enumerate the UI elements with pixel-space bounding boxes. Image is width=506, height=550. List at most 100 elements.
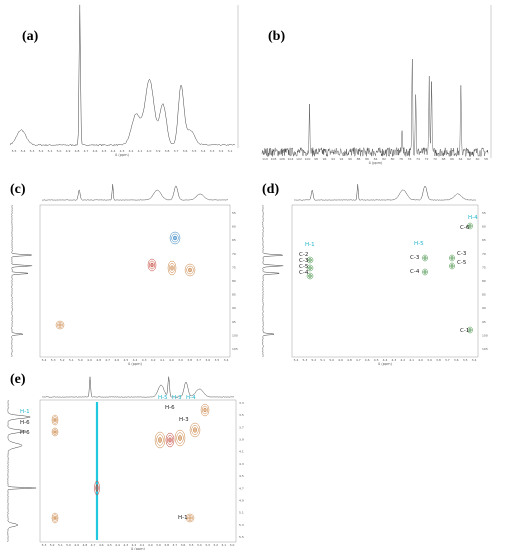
contour: [165, 432, 175, 448]
x-tick-label: 70: [433, 157, 437, 161]
contour: [58, 323, 62, 327]
x-tick-label: 4.3: [142, 358, 147, 362]
y-tick-label: 5.1: [239, 511, 244, 515]
peak-annotation: H-5: [414, 241, 424, 247]
x-tick-label: 102: [296, 157, 302, 161]
x-tick-label: 4.9: [338, 358, 343, 362]
contour: [53, 418, 57, 422]
y-tick-label: 95: [232, 320, 236, 324]
x-tick-label: 60: [476, 157, 480, 161]
x-tick-label: 62: [467, 157, 471, 161]
peak-annotation: H-6: [165, 405, 175, 411]
contour: [188, 516, 192, 520]
contour: [52, 416, 58, 424]
x-tick-label: 5.3: [51, 358, 56, 362]
x-tick-label: 4.5: [124, 358, 129, 362]
peak-annotation: H-5: [158, 395, 168, 401]
x-tick-label: 5.2: [311, 358, 316, 362]
peak-annotation: C-3: [457, 251, 467, 257]
x-tick-label: 5.1: [48, 149, 53, 153]
x-tick-label: 5.4: [21, 149, 26, 153]
x-tick-label: 104: [288, 157, 294, 161]
x-tick-label: 3.4: [201, 149, 206, 153]
axis-label: δ (ppm): [131, 547, 145, 550]
x-tick-label: 78: [399, 157, 403, 161]
y-tick-label: 105: [482, 347, 488, 351]
y-tick-label: 5.3: [239, 523, 244, 527]
peak-annotation: C-2: [299, 252, 308, 258]
panel-label: (d): [262, 182, 279, 197]
x-tick-label: 5.2: [60, 358, 65, 362]
y-tick-label: 55: [482, 211, 486, 215]
x-tick-label: 3.0: [230, 543, 235, 547]
contour: [147, 258, 157, 272]
x-tick-label: 3.6: [181, 543, 186, 547]
y-tick-label: 80: [232, 279, 236, 283]
peak-annotation: H-1: [20, 409, 30, 415]
x-tick-label: 3.8: [164, 543, 169, 547]
y-tick-label: 80: [482, 279, 486, 283]
contour: [203, 407, 207, 413]
peak-annotation: C-6: [460, 225, 470, 231]
contour: [423, 256, 427, 260]
x-tick-label: 58: [484, 157, 488, 161]
x-tick-label: 4.8: [75, 149, 80, 153]
contour: [422, 268, 428, 276]
y-tick-label: 65: [482, 238, 486, 242]
axis-label: δ (ppm): [115, 153, 129, 157]
y-tick-label: 95: [482, 320, 486, 324]
x-tick-label: 3.7: [196, 358, 201, 362]
x-tick-label: 5.1: [320, 358, 325, 362]
peak-annotation: H-3: [179, 417, 189, 423]
x-tick-label: 96: [323, 157, 327, 161]
x-tick-label: 74: [416, 157, 420, 161]
x-tick-label: 4.4: [111, 149, 116, 153]
contour: [173, 235, 177, 241]
contour: [450, 256, 454, 260]
plot-frame: [291, 204, 479, 358]
contour: [171, 233, 179, 243]
peak-annotation: C-5: [299, 264, 309, 270]
x-tick-label: 64: [459, 157, 463, 161]
y-tick-label: 4.9: [239, 498, 244, 502]
contour: [52, 514, 58, 522]
y-tick-label: 65: [232, 238, 236, 242]
y-tick-label: 75: [482, 265, 486, 269]
x-tick-label: 86: [365, 157, 369, 161]
contour: [188, 267, 192, 273]
contour: [51, 512, 59, 524]
x-tick-label: 3.1: [221, 543, 226, 547]
x-tick-label: 4.8: [82, 543, 87, 547]
x-tick-label: 4.8: [96, 358, 101, 362]
x-tick-label: 5.4: [42, 358, 47, 362]
contour: [200, 403, 210, 417]
x-tick-label: 5.2: [39, 149, 44, 153]
panel-label: (e): [10, 372, 26, 387]
x-tick-label: 4.0: [148, 543, 153, 547]
x-tick-label: 3.9: [178, 358, 183, 362]
y-tick-label: 4.3: [239, 462, 244, 466]
x-tick-label: 4.0: [147, 149, 152, 153]
spectrum-13c: [261, 58, 489, 157]
x-tick-label: 3.4: [472, 358, 477, 362]
contour: [308, 274, 312, 278]
x-tick-label: 3.8: [165, 149, 170, 153]
peak-annotation: C-3: [299, 258, 309, 264]
x-tick-label: 5.3: [30, 149, 35, 153]
x-tick-label: 4.1: [160, 358, 165, 362]
x-tick-label: 3.9: [156, 149, 161, 153]
contour: [184, 263, 196, 277]
x-tick-label: 3.3: [205, 543, 210, 547]
y-tick-label: 85: [482, 293, 486, 297]
x-tick-label: 108: [271, 157, 277, 161]
projection-left: [262, 204, 284, 358]
x-tick-label: 4.6: [99, 543, 104, 547]
x-tick-label: 76: [408, 157, 412, 161]
contour: [149, 260, 155, 270]
x-tick-label: 3.5: [215, 358, 220, 362]
x-tick-label: 66: [450, 157, 454, 161]
x-tick-label: 5.0: [78, 358, 83, 362]
x-tick-label: 3.8: [436, 358, 441, 362]
y-tick-label: 55: [232, 211, 236, 215]
y-tick-label: 4.5: [239, 474, 244, 478]
